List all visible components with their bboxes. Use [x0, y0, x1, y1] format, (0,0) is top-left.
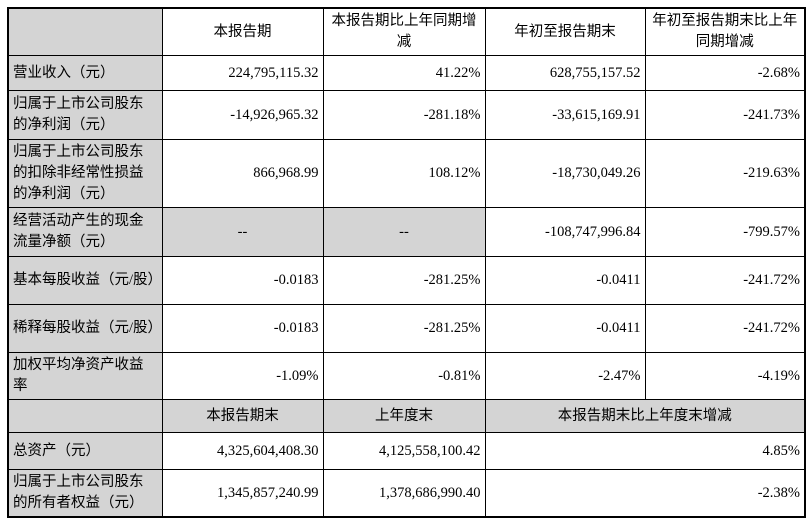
value-cell: -0.0183: [161, 304, 324, 354]
row-label: 经营活动产生的现金流量净额（元）: [7, 207, 163, 258]
corner-cell: [7, 399, 163, 434]
not-applicable-cell: --: [322, 207, 486, 258]
value-cell: 1,345,857,240.99: [161, 469, 324, 518]
value-cell: -799.57%: [644, 207, 806, 258]
row-label: 稀释每股收益（元/股）: [7, 304, 163, 354]
column-header: 上年度末: [322, 399, 486, 434]
column-header: 本报告期比上年同期增减: [322, 7, 486, 57]
value-cell: -241.72%: [644, 256, 806, 306]
column-header: 本报告期: [161, 7, 324, 57]
row-label: 营业收入（元）: [7, 55, 163, 92]
value-cell: -241.72%: [644, 304, 806, 354]
value-cell: -281.25%: [322, 256, 486, 306]
value-cell: 4,325,604,408.30: [161, 432, 324, 471]
value-cell: -0.0183: [161, 256, 324, 306]
table-row: 经营活动产生的现金流量净额（元） -- -- -108,747,996.84 -799.…: [7, 207, 806, 258]
value-cell: -14,926,965.32: [161, 90, 324, 141]
row-label: 加权平均净资产收益率: [7, 352, 163, 401]
corner-cell: [7, 7, 163, 57]
value-cell: -2.38%: [484, 469, 806, 518]
value-cell: -0.0411: [484, 256, 646, 306]
value-cell: 224,795,115.32: [161, 55, 324, 92]
column-header: 年初至报告期末: [484, 7, 646, 57]
value-cell: -219.63%: [644, 139, 806, 209]
row-label: 总资产（元）: [7, 432, 163, 471]
report-page: 本报告期 本报告期比上年同期增减 年初至报告期末 年初至报告期末比上年同期增减 营业收入…: [7, 7, 806, 518]
row-label: 归属于上市公司股东的所有者权益（元）: [7, 469, 163, 518]
value-cell: 866,968.99: [161, 139, 324, 209]
row-label: 基本每股收益（元/股）: [7, 256, 163, 306]
table-header-row-period: 本报告期 本报告期比上年同期增减 年初至报告期末 年初至报告期末比上年同期增减: [7, 7, 806, 57]
value-cell: 1,378,686,990.40: [322, 469, 486, 518]
row-label: 归属于上市公司股东的扣除非经常性损益的净利润（元）: [7, 139, 163, 209]
value-cell: 4,125,558,100.42: [322, 432, 486, 471]
value-cell: 108.12%: [322, 139, 486, 209]
value-cell: -281.25%: [322, 304, 486, 354]
financial-summary-table: 本报告期 本报告期比上年同期增减 年初至报告期末 年初至报告期末比上年同期增减 营业收入…: [7, 7, 806, 518]
value-cell: -2.47%: [484, 352, 646, 401]
column-header: 本报告期末: [161, 399, 324, 434]
table-row: 加权平均净资产收益率 -1.09% -0.81% -2.47% -4.19%: [7, 352, 806, 401]
value-cell: -2.68%: [644, 55, 806, 92]
column-header: 年初至报告期末比上年同期增减: [644, 7, 806, 57]
value-cell: -33,615,169.91: [484, 90, 646, 141]
row-label: 归属于上市公司股东的净利润（元）: [7, 90, 163, 141]
value-cell: 4.85%: [484, 432, 806, 471]
value-cell: -18,730,049.26: [484, 139, 646, 209]
table-row: 营业收入（元） 224,795,115.32 41.22% 628,755,157.5…: [7, 55, 806, 92]
value-cell: -1.09%: [161, 352, 324, 401]
table-row: 归属于上市公司股东的扣除非经常性损益的净利润（元） 866,968.99 108.1…: [7, 139, 806, 209]
table-row: 归属于上市公司股东的所有者权益（元） 1,345,857,240.99 1,378,…: [7, 469, 806, 518]
value-cell: -0.81%: [322, 352, 486, 401]
table-row: 基本每股收益（元/股） -0.0183 -281.25% -0.0411 -241.72…: [7, 256, 806, 306]
value-cell: -241.73%: [644, 90, 806, 141]
table-header-row-period-end: 本报告期末 上年度末 本报告期末比上年度末增减: [7, 399, 806, 434]
value-cell: -108,747,996.84: [484, 207, 646, 258]
value-cell: 628,755,157.52: [484, 55, 646, 92]
column-header: 本报告期末比上年度末增减: [484, 399, 806, 434]
value-cell: -281.18%: [322, 90, 486, 141]
value-cell: -4.19%: [644, 352, 806, 401]
table-row: 总资产（元） 4,325,604,408.30 4,125,558,100.42 4.…: [7, 432, 806, 471]
table-row: 稀释每股收益（元/股） -0.0183 -281.25% -0.0411 -241.72…: [7, 304, 806, 354]
table-row: 归属于上市公司股东的净利润（元） -14,926,965.32 -281.18% -3…: [7, 90, 806, 141]
value-cell: 41.22%: [322, 55, 486, 92]
not-applicable-cell: --: [161, 207, 324, 258]
value-cell: -0.0411: [484, 304, 646, 354]
